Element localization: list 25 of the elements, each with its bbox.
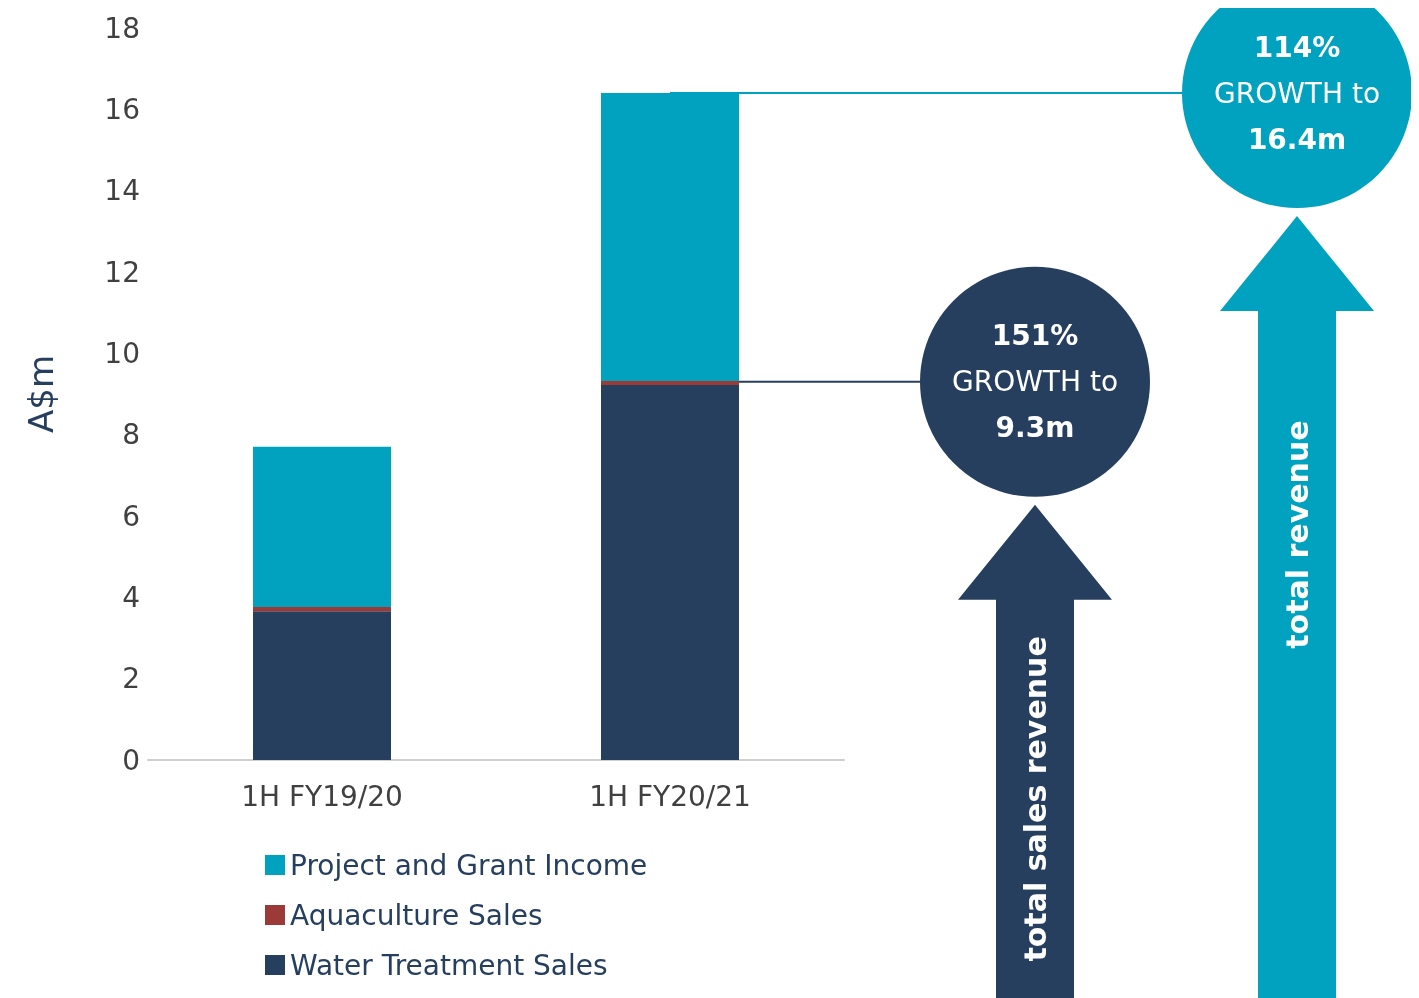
bar	[601, 385, 739, 760]
y-tick-label: 4	[122, 580, 140, 614]
bar	[253, 611, 391, 760]
x-tick-label: 1H FY19/20	[241, 779, 403, 813]
legend-label: Water Treatment Sales	[290, 948, 608, 982]
y-tick-label: 12	[104, 255, 140, 289]
y-tick-label: 2	[122, 662, 140, 696]
annotation: 151% GROWTH to 9.3m	[951, 319, 1119, 445]
bar	[253, 446, 391, 608]
text: total sales revenue	[1017, 636, 1053, 962]
legend-label: Aquaculture Sales	[290, 898, 543, 932]
annotation: 114% GROWTH to 16.4m	[1213, 30, 1381, 156]
y-axis-title: A$m	[21, 354, 61, 434]
y-tick-label: 16	[104, 92, 140, 126]
bar	[253, 607, 391, 612]
y-tick-label: 18	[104, 11, 140, 45]
text: total revenue	[1279, 420, 1315, 649]
legend-label: Project and Grant Income	[290, 848, 648, 882]
y-tick-label: 6	[122, 499, 140, 533]
y-tick-label: 0	[122, 743, 140, 777]
x-tick-label: 1H FY20/21	[589, 779, 751, 813]
y-tick-label: 10	[104, 336, 140, 370]
y-tick-label: 14	[104, 174, 140, 208]
bar	[601, 380, 739, 386]
y-tick-label: 8	[122, 418, 140, 452]
